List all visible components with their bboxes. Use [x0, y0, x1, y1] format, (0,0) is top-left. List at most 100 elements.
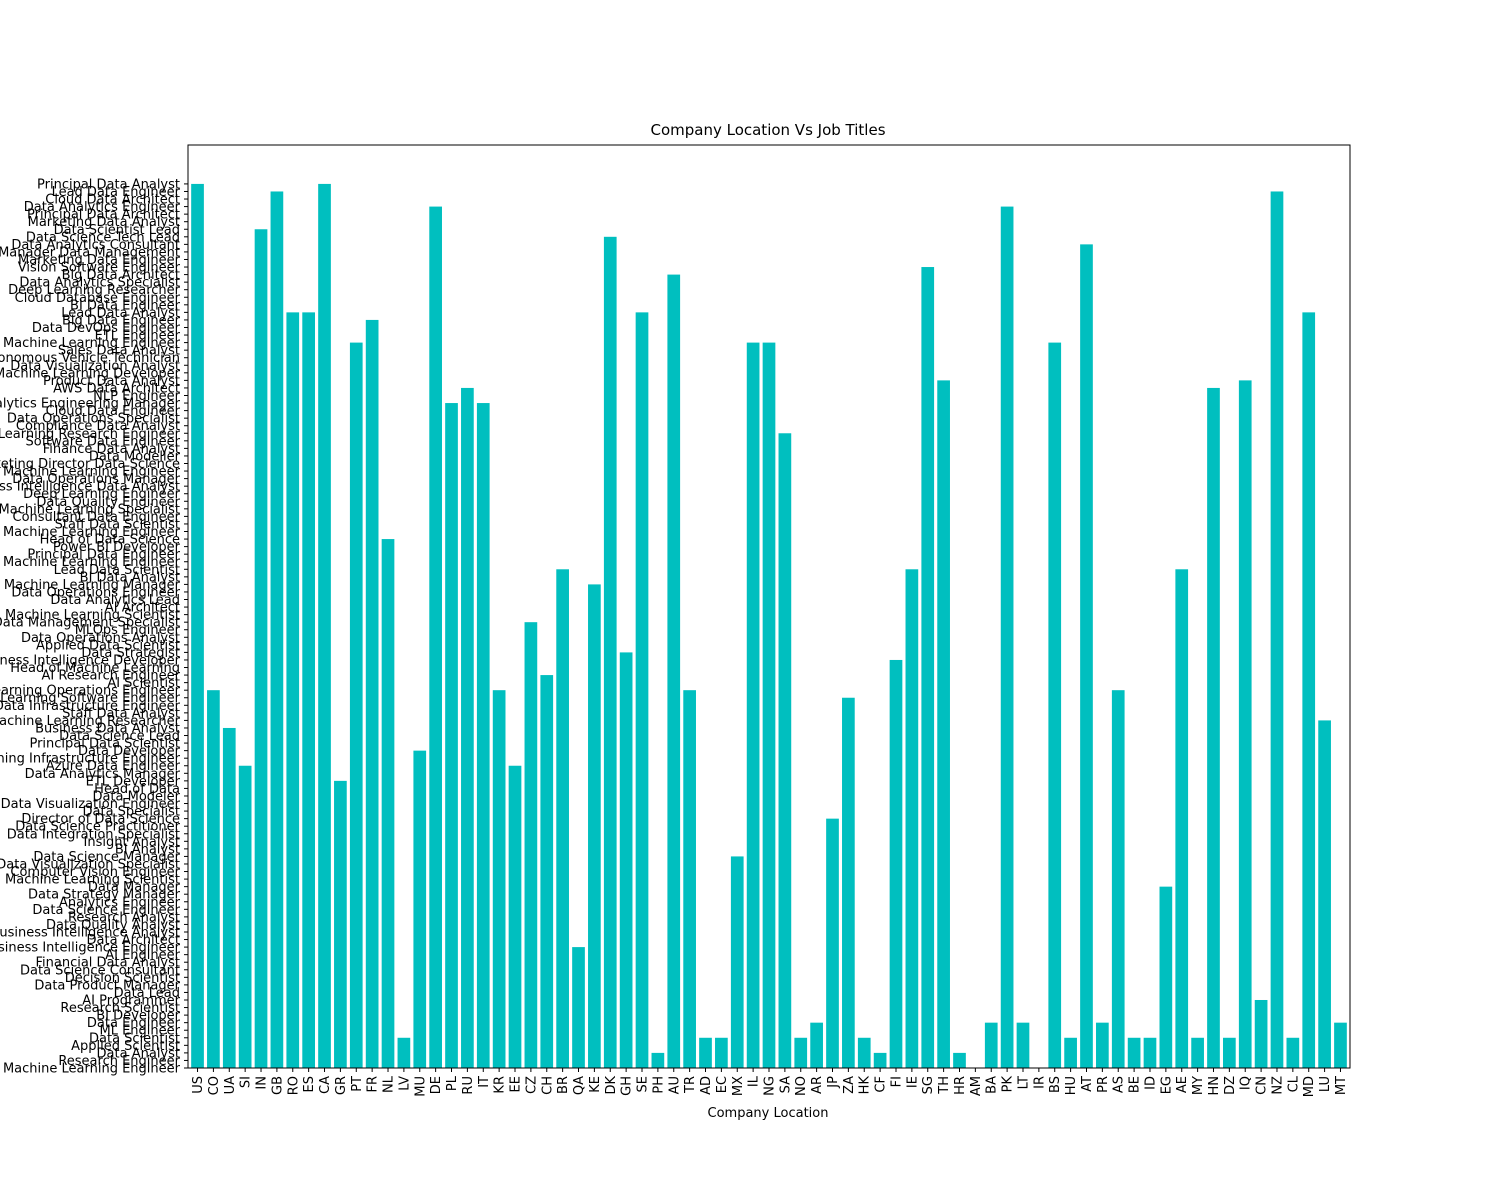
y-tick-label: Data Analyst — [97, 1046, 180, 1061]
x-tick-label: SI — [239, 1076, 254, 1088]
x-tick-label: TR — [683, 1076, 698, 1094]
bar-IN — [254, 229, 268, 1068]
bar-NZ — [1270, 191, 1284, 1069]
y-tick-label: ML Engineer — [100, 1024, 181, 1039]
y-tick-label: Data Analytics Lead — [50, 593, 180, 608]
y-tick-label: Machine Learning Engineer — [3, 465, 181, 480]
y-tick-label: Data Modeler — [92, 789, 180, 804]
x-tick-label: EG — [1159, 1076, 1174, 1094]
y-tick-label: Data Specialist — [83, 805, 181, 820]
y-tick-label: Data Infrastructure Engineer — [0, 699, 181, 714]
y-tick-label: ETL Developer — [86, 774, 181, 789]
y-tick-label: Power BI Developer — [53, 540, 181, 555]
y-tick-label: Applied Scientist — [71, 1039, 180, 1054]
bar-TH — [937, 380, 950, 1068]
x-tick-label: CN — [1255, 1076, 1270, 1095]
y-tick-label: Machine Learning Engineer — [3, 1062, 181, 1077]
bar-BS — [1048, 342, 1062, 1068]
bar-CN — [1254, 999, 1268, 1068]
x-tick-label: MD — [1302, 1076, 1317, 1097]
y-tick-label: Lead Data Scientist — [54, 563, 180, 578]
y-tick-label: Marketing Data Analyst — [28, 215, 180, 230]
x-tick-label: EE — [509, 1076, 524, 1092]
x-tick-label: FI — [889, 1076, 904, 1087]
y-tick-label: Compliance Data Analyst — [16, 419, 180, 434]
x-tick-label: GB — [270, 1076, 285, 1095]
y-tick-label: Data Product Manager — [34, 978, 180, 993]
x-tick-label: AD — [699, 1076, 714, 1095]
y-tick-label: Cloud Data Architect — [45, 193, 180, 208]
y-tick-label: Marketing Data Engineer — [18, 253, 181, 268]
x-tick-label: AU — [667, 1076, 682, 1094]
y-tick-label: Machine Learning Engineer — [3, 555, 181, 570]
y-tick-label: NLP Engineer — [93, 389, 180, 404]
y-tick-label: Data Analytics Manager — [25, 767, 181, 782]
bar-IE — [905, 569, 919, 1068]
y-tick-label: Data Strategist — [81, 646, 180, 661]
x-tick-label: LT — [1016, 1076, 1031, 1089]
bar-QA — [572, 947, 585, 1068]
y-tick-label: Machine Learning Manager — [4, 578, 181, 593]
x-tick-label: CF — [874, 1076, 889, 1093]
bar-ID — [1143, 1037, 1157, 1068]
y-tick-label: Cloud Data Engineer — [46, 404, 181, 419]
y-tick-label: Machine Learning Scientist — [5, 873, 180, 888]
x-axis-ticks: US CO UA SI IN GB RO ES CA GR PT FR NL LV MU DE PL RU IT KR… — [191, 1068, 1349, 1097]
bar-GR — [334, 780, 347, 1068]
x-tick-label: LU — [1318, 1076, 1333, 1092]
bar-AR — [810, 1022, 823, 1068]
y-tick-label: AWS Data Architect — [53, 381, 180, 396]
bar-US — [191, 183, 204, 1068]
bar-BE — [1127, 1037, 1141, 1068]
y-tick-label: Data Operations Engineer — [11, 585, 180, 600]
y-tick-label: Big Data Engineer — [62, 313, 181, 328]
x-tick-label: CH — [540, 1076, 555, 1095]
bar-IQ — [1238, 380, 1252, 1068]
bar-NG — [762, 342, 776, 1068]
y-tick-label: Deep Learning Engineer — [23, 487, 181, 502]
x-tick-label: DK — [604, 1076, 619, 1095]
bar-SE — [635, 312, 649, 1068]
x-tick-label: AS — [1112, 1076, 1127, 1093]
y-tick-label: Vision Software Engineer — [18, 261, 181, 276]
y-tick-label: BI Data Engineer — [70, 298, 181, 313]
y-tick-label: Analytics Engineering Manager — [0, 397, 181, 412]
y-tick-label: ETL Engineer — [95, 329, 181, 344]
bar-TR — [683, 690, 696, 1068]
y-tick-label: Machine Learning Engineer — [3, 336, 181, 351]
y-tick-label: Business Intelligence Data Analyst — [0, 480, 180, 495]
bar-CF — [873, 1052, 887, 1068]
y-tick-label: Azure Data Engineer — [46, 759, 181, 774]
bar-PH — [651, 1052, 665, 1068]
x-tick-label: LV — [397, 1076, 412, 1091]
y-tick-label: Applied Data Scientist — [36, 638, 180, 653]
x-tick-label: BR — [556, 1076, 571, 1094]
y-tick-label: Data Integration Specialist — [7, 827, 180, 842]
y-tick-label: Data Quality Engineer — [36, 495, 180, 510]
y-tick-label: Data Management Specialist — [0, 616, 180, 631]
x-tick-label: AR — [810, 1076, 825, 1094]
y-tick-label: Data Engineer — [87, 1016, 181, 1031]
x-tick-label: DE — [429, 1076, 444, 1094]
y-tick-label: AI Scientist — [107, 676, 180, 691]
x-tick-label: QA — [572, 1076, 587, 1095]
bar-CO — [207, 690, 220, 1068]
x-tick-label: MY — [1191, 1076, 1206, 1095]
x-tick-label: BA — [985, 1076, 1000, 1094]
y-tick-label: Data Operations Specialist — [7, 412, 180, 427]
x-tick-label: HU — [1064, 1076, 1079, 1095]
bar-KR — [492, 690, 506, 1068]
bar-FI — [889, 659, 903, 1068]
bar-HR — [953, 1052, 966, 1068]
bar-DE — [429, 206, 442, 1068]
bar-KE — [588, 584, 601, 1068]
y-tick-label: Business Intelligence Engineer — [0, 941, 181, 956]
x-tick-label: SE — [636, 1076, 651, 1092]
y-tick-label: Big Data Architect — [62, 268, 180, 283]
y-tick-label: Data Analytics Consultant — [11, 238, 180, 253]
y-tick-label: Product Data Analyst — [43, 374, 180, 389]
y-tick-label: Analytics Engineer — [59, 895, 181, 910]
bar-AT — [1080, 244, 1093, 1069]
